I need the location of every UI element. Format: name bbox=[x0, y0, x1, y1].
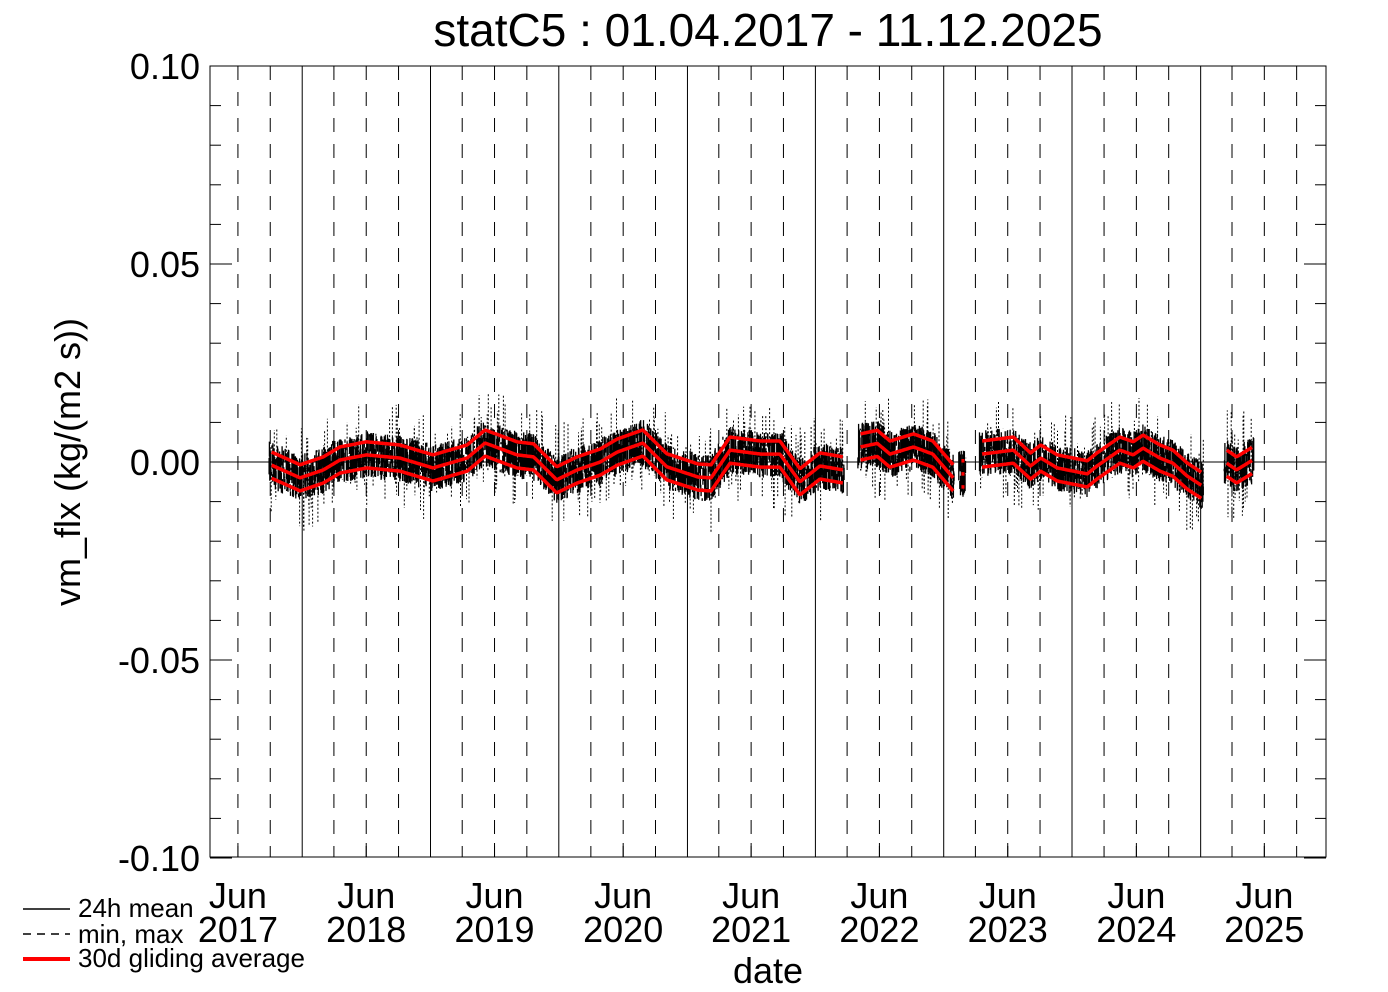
gliding-average-lower-line bbox=[981, 459, 1203, 500]
gliding-average-line bbox=[1225, 458, 1253, 472]
y-tick-label: 0.00 bbox=[130, 442, 200, 483]
x-axis: Jun2017Jun2018Jun2019Jun2020Jun2021Jun20… bbox=[198, 843, 1304, 950]
x-tick-year: 2022 bbox=[839, 909, 919, 950]
y-tick-label: -0.05 bbox=[118, 640, 200, 681]
x-tick-month: Jun bbox=[594, 875, 652, 916]
y-tick-label: 0.05 bbox=[130, 244, 200, 285]
x-tick-year: 2018 bbox=[326, 909, 406, 950]
x-tick-month: Jun bbox=[979, 875, 1037, 916]
gliding-average-line bbox=[859, 441, 955, 479]
x-tick-year: 2017 bbox=[198, 909, 278, 950]
legend-label-min-max: min, max bbox=[78, 919, 183, 949]
x-tick-month: Jun bbox=[209, 875, 267, 916]
legend-label-gliding-average: 30d gliding average bbox=[78, 943, 305, 973]
x-tick-month: Jun bbox=[1107, 875, 1165, 916]
gliding-average-series bbox=[270, 428, 1254, 500]
legend-label-24h-mean: 24h mean bbox=[78, 893, 194, 923]
min-max-spikes bbox=[980, 398, 1204, 531]
x-tick-year: 2025 bbox=[1224, 909, 1304, 950]
x-tick-month: Jun bbox=[1235, 875, 1293, 916]
x-tick-month: Jun bbox=[850, 875, 908, 916]
gliding-average-line bbox=[270, 441, 844, 484]
gliding-average-upper-line bbox=[270, 428, 844, 470]
gliding-average-upper-line bbox=[859, 428, 955, 466]
y-tick-label: 0.10 bbox=[130, 46, 200, 87]
y-axis: 0.10 0.05 0.00 -0.05 -0.10 bbox=[118, 46, 1326, 879]
min-max-spikes bbox=[1226, 410, 1252, 520]
x-tick-year: 2024 bbox=[1096, 909, 1176, 950]
min-max-spikes bbox=[864, 397, 953, 519]
y-axis-label: vm_flx (kg/(m2 s)) bbox=[47, 318, 88, 606]
x-tick-month: Jun bbox=[466, 875, 524, 916]
y-tick-label: -0.10 bbox=[118, 838, 200, 879]
x-tick-month: Jun bbox=[337, 875, 395, 916]
gliding-average-upper-line bbox=[1225, 445, 1253, 459]
gliding-average-lower-line bbox=[859, 454, 955, 493]
x-tick-year: 2021 bbox=[711, 909, 791, 950]
x-tick-month: Jun bbox=[722, 875, 780, 916]
gliding-average-lower-line bbox=[1225, 472, 1254, 485]
x-tick-year: 2020 bbox=[583, 909, 663, 950]
chart-title: statC5 : 01.04.2017 - 11.12.2025 bbox=[433, 4, 1102, 56]
gliding-average-lower-line bbox=[270, 454, 844, 497]
legend: 24h mean min, max 30d gliding average bbox=[23, 893, 305, 973]
x-tick-year: 2023 bbox=[968, 909, 1048, 950]
gliding-average-line bbox=[981, 446, 1203, 487]
x-axis-label: date bbox=[733, 950, 803, 991]
gliding-average-upper-line bbox=[981, 433, 1203, 474]
x-tick-year: 2019 bbox=[454, 909, 534, 950]
